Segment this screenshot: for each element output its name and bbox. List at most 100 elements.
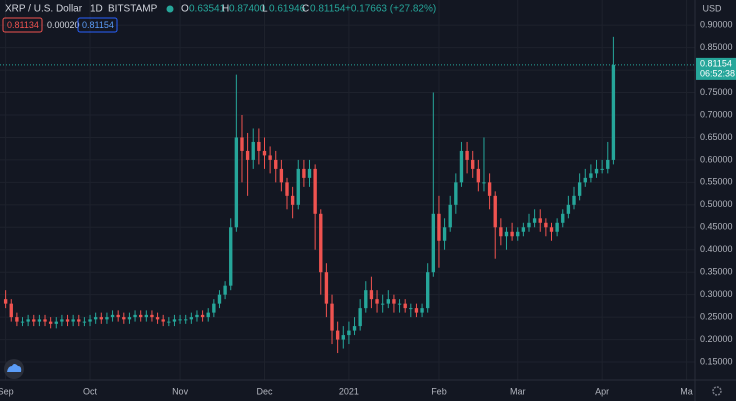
x-tick-label: Nov — [172, 386, 189, 396]
candle-body — [454, 182, 458, 205]
candle-body — [527, 222, 531, 228]
candle-body — [217, 294, 222, 304]
candle-body — [431, 213, 436, 273]
candle-body — [307, 168, 312, 178]
candle-body — [364, 290, 368, 309]
candle-body — [127, 317, 132, 320]
x-tick-label: Dec — [256, 386, 273, 396]
y-tick-label: 0.20000 — [700, 334, 733, 344]
y-tick-label: 0.25000 — [700, 311, 733, 321]
l-label: L — [262, 4, 268, 15]
ask[interactable]: 0.81154 — [82, 20, 114, 30]
candle-body — [167, 321, 171, 323]
candle-body — [43, 319, 47, 322]
symbol: XRP / U.S. Dollar — [5, 4, 83, 15]
candle-body — [324, 272, 329, 304]
candle-body — [200, 314, 205, 318]
candle-body — [448, 204, 452, 228]
candle-body — [20, 321, 25, 323]
candle-body — [302, 168, 306, 178]
candle-body — [110, 314, 115, 318]
candle-body — [139, 314, 143, 318]
candle-body — [420, 308, 424, 313]
header: XRP / U.S. Dollar 1D BITSTAMP O 0.63541 … — [2, 4, 436, 33]
candle-body — [60, 319, 64, 322]
candle-body — [380, 303, 385, 305]
candle-body — [504, 231, 509, 237]
candle-body — [296, 168, 300, 205]
bid-box[interactable] — [2, 17, 43, 33]
settings[interactable] — [712, 386, 722, 396]
y-tick-label: 0.65000 — [700, 132, 733, 142]
c-label: C — [302, 4, 309, 15]
x-tick-label: Feb — [431, 386, 447, 396]
candle-body — [319, 213, 323, 273]
bid[interactable]: 0.81134 — [7, 20, 39, 30]
candle-body — [589, 173, 593, 178]
candle-body — [392, 299, 396, 304]
candle-body — [290, 195, 295, 205]
c-value: 0.81154 — [310, 4, 346, 15]
candle-body — [26, 319, 30, 322]
candle-body — [262, 150, 267, 156]
candle-body — [3, 299, 8, 304]
candle-body — [544, 222, 548, 228]
candle-body — [437, 213, 441, 241]
x-tick-label: Sep — [0, 386, 14, 396]
candle-body — [313, 168, 317, 214]
candle-body — [516, 231, 520, 237]
change: +0.17663 (+27.82%) — [345, 4, 436, 15]
candle-body — [82, 321, 87, 323]
y-tick-label: 0.55000 — [700, 177, 733, 187]
candle-body — [122, 317, 126, 320]
candle-body — [347, 330, 351, 336]
candle-body — [403, 303, 407, 309]
candle-body — [37, 319, 42, 322]
candle-body — [9, 303, 13, 318]
candle-body — [212, 303, 216, 313]
candle-body — [172, 319, 177, 322]
candle-body — [234, 137, 239, 228]
candle-body — [499, 227, 503, 237]
y-tick-label: 0.45000 — [700, 222, 733, 232]
logo-cloud[interactable] — [7, 364, 22, 372]
spread: 0.00020 — [47, 20, 80, 30]
candle-body — [414, 308, 419, 313]
candle-body — [476, 168, 481, 183]
candle-body — [251, 141, 255, 160]
x-tick-label: Ma — [680, 386, 693, 396]
y-tick-label: 0.60000 — [700, 154, 733, 164]
x-tick-label: Mar — [510, 386, 526, 396]
candle-body — [133, 314, 137, 318]
candles — [0, 36, 695, 354]
y-tick-label: 0.50000 — [700, 199, 733, 209]
candle-body — [189, 317, 194, 320]
logo[interactable] — [4, 359, 24, 379]
h-value: 0.87400 — [229, 4, 266, 15]
countdown: 06:52:38 — [700, 68, 735, 78]
candle-body — [555, 222, 559, 232]
candle-body — [600, 168, 604, 170]
candle-body — [583, 177, 587, 183]
candle-body — [561, 213, 565, 223]
settings-gear[interactable] — [712, 386, 722, 396]
candle-body — [611, 64, 616, 160]
candle-body — [240, 137, 244, 151]
candle-body — [549, 227, 554, 232]
candle-body — [465, 150, 469, 160]
x-tick-label: Apr — [595, 386, 609, 396]
status-dot — [166, 5, 174, 13]
candle-body — [471, 159, 475, 169]
candle-body — [268, 155, 272, 160]
candle-body — [335, 330, 340, 340]
x-tick-label: 2021 — [339, 386, 359, 396]
y-tick-label: 0.15000 — [700, 356, 733, 366]
candle-body — [54, 321, 58, 324]
candle-body — [459, 150, 464, 183]
ask-box[interactable] — [77, 17, 118, 33]
candle-body — [77, 319, 81, 322]
candle-body — [161, 319, 165, 322]
candle-body — [285, 182, 289, 196]
